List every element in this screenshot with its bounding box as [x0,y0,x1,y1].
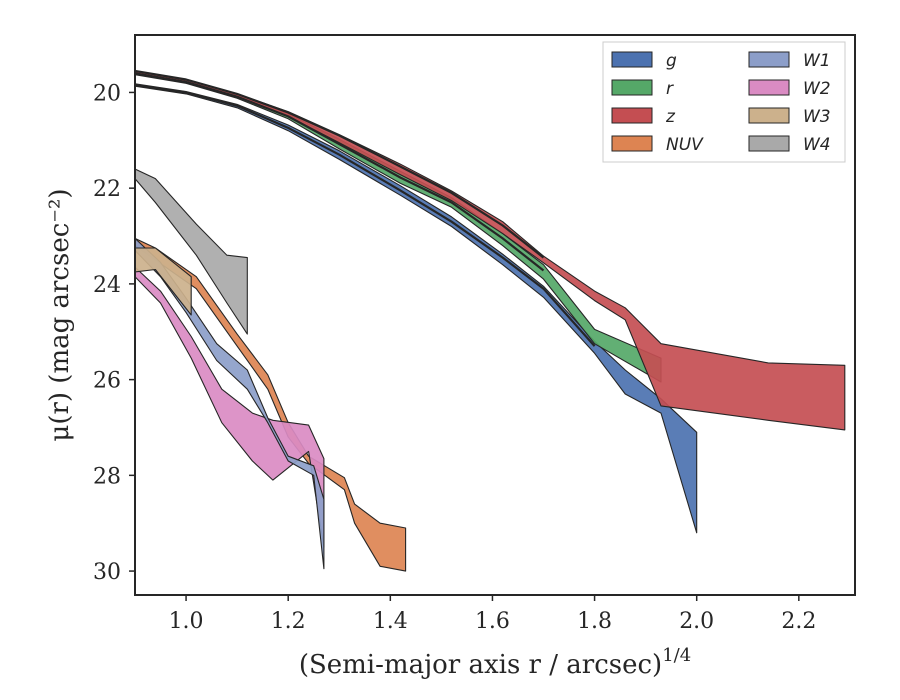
y-tick-label: 28 [93,464,121,489]
model-line-1 [135,84,596,347]
band-W1 [135,237,325,570]
x-tick-label: 2.0 [679,609,714,634]
legend-label-W4: W4 [803,135,831,155]
legend-label-W2: W2 [803,79,831,99]
legend-swatch-NUV [611,135,653,152]
x-tick-label: 1.6 [475,609,510,634]
y-tick-label: 30 [93,560,121,585]
band-W4 [135,168,248,335]
model-line-3 [135,69,545,259]
band-W3 [135,247,192,316]
x-axis: 1.0 1.2 1.4 1.6 1.8 2.0 2.2 [169,595,816,634]
y-axis: 20 22 24 26 28 30 [93,81,135,585]
x-tick-label: 1.2 [271,609,306,634]
legend-label-g: g [666,51,677,71]
model-line-2 [135,72,545,272]
y-tick-label: 22 [93,177,121,202]
legend-label-z: z [665,107,676,127]
y-tick-label: 20 [93,81,121,106]
legend-label-r: r [666,79,674,99]
legend-swatch-W1 [748,51,790,68]
model-lines [135,69,596,347]
band-g [135,83,698,534]
plot-frame [134,34,856,596]
y-axis-label: μ(r) (mag arcsec⁻²) [45,188,75,441]
x-tick-label: 1.8 [577,609,612,634]
legend-swatch-W4 [748,135,790,152]
x-tick-label: 2.2 [781,609,816,634]
legend-swatch-r [611,79,653,96]
x-tick-label: 1.0 [169,609,204,634]
x-tick-label: 1.4 [373,609,408,634]
legend-label-W3: W3 [803,107,831,127]
x-axis-label: (Semi-major axis r / arcsec)1/4 [299,645,691,680]
legend: grz NUV W1 W2 W3 W4 [602,41,846,163]
series-bands [135,70,846,572]
legend-label-W1: W1 [803,51,831,71]
y-tick-label: 26 [93,369,121,394]
legend-swatch-W3 [748,107,790,124]
legend-label-NUV: NUV [666,135,704,155]
legend-swatch-g [611,51,653,68]
band-NUV [135,237,407,572]
y-tick-label: 24 [93,273,121,298]
legend-swatch-W2 [748,79,790,96]
legend-swatch-z [611,107,653,124]
